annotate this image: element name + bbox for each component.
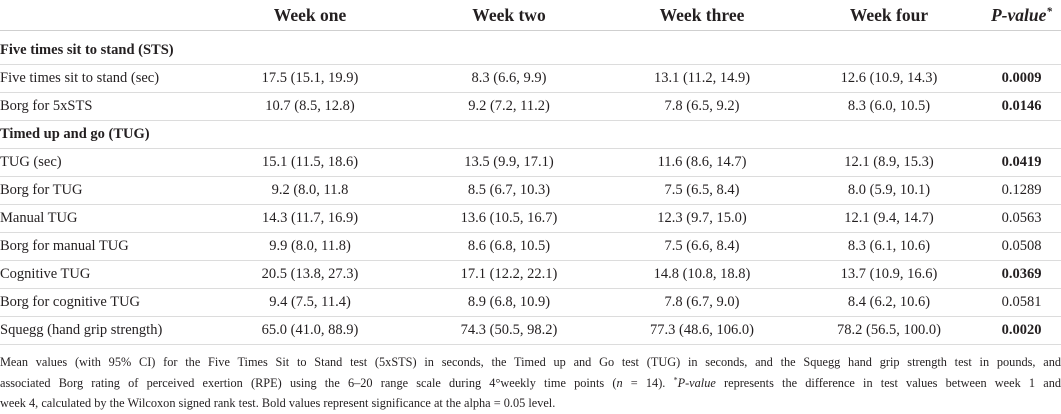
- week-four-value: 12.6 (10.9, 14.3): [796, 64, 982, 93]
- footnote-text: = 14).: [622, 375, 674, 390]
- table-row: Squegg (hand grip strength) 65.0 (41.0, …: [0, 316, 1061, 345]
- section-row-sts: Five times sit to stand (STS): [0, 30, 1061, 65]
- header-week-two: Week two: [410, 0, 608, 31]
- p-value-marker: *: [1046, 5, 1053, 18]
- row-label: Cognitive TUG: [0, 260, 210, 289]
- week-three-value: 7.5 (6.6, 8.4): [608, 232, 796, 261]
- footnote-marker: *: [673, 375, 678, 385]
- table-footnote: Mean values (with 95% CI) for the Five T…: [0, 352, 1061, 414]
- footnote-line: Mean values (with 95% CI) for the Five T…: [0, 352, 1061, 373]
- header-row: Week one Week two Week three Week four P…: [0, 0, 1061, 31]
- week-four-value: 78.2 (56.5, 100.0): [796, 316, 982, 345]
- week-three-value: 11.6 (8.6, 14.7): [608, 148, 796, 177]
- week-four-value: 8.3 (6.0, 10.5): [796, 92, 982, 121]
- row-label: Borg for cognitive TUG: [0, 288, 210, 317]
- week-two-value: 9.2 (7.2, 11.2): [410, 92, 608, 121]
- footnote-n-symbol: n: [616, 375, 623, 390]
- section-title: Timed up and go (TUG): [0, 120, 1061, 149]
- table-row: Manual TUG 14.3 (11.7, 16.9) 13.6 (10.5,…: [0, 204, 1061, 233]
- week-three-value: 13.1 (11.2, 14.9): [608, 64, 796, 93]
- row-label: Borg for 5xSTS: [0, 92, 210, 121]
- footnote-line: associated Borg rating of perceived exer…: [0, 373, 1061, 394]
- header-week-one: Week one: [210, 0, 410, 31]
- week-two-value: 74.3 (50.5, 98.2): [410, 316, 608, 345]
- header-week-three: Week three: [608, 0, 796, 31]
- week-one-value: 20.5 (13.8, 27.3): [210, 260, 410, 289]
- row-label: Five times sit to stand (sec): [0, 64, 210, 93]
- header-week-four: Week four: [796, 0, 982, 31]
- p-value: 0.0020: [982, 316, 1061, 345]
- week-three-value: 7.8 (6.5, 9.2): [608, 92, 796, 121]
- footnote-text: Mean values (with 95% CI) for the Five T…: [0, 355, 1061, 369]
- week-one-value: 9.4 (7.5, 11.4): [210, 288, 410, 317]
- table-row: Borg for TUG 9.2 (8.0, 11.8 8.5 (6.7, 10…: [0, 176, 1061, 205]
- week-three-value: 7.8 (6.7, 9.0): [608, 288, 796, 317]
- section-row-tug: Timed up and go (TUG): [0, 120, 1061, 149]
- table-row: Borg for cognitive TUG 9.4 (7.5, 11.4) 8…: [0, 288, 1061, 317]
- table-row: Cognitive TUG 20.5 (13.8, 27.3) 17.1 (12…: [0, 260, 1061, 289]
- header-empty-cell: [0, 0, 210, 31]
- p-value: 0.0419: [982, 148, 1061, 177]
- table-row: Borg for manual TUG 9.9 (8.0, 11.8) 8.6 …: [0, 232, 1061, 261]
- results-table: Week one Week two Week three Week four P…: [0, 0, 1061, 345]
- table-row: Borg for 5xSTS 10.7 (8.5, 12.8) 9.2 (7.2…: [0, 92, 1061, 121]
- week-one-value: 9.2 (8.0, 11.8: [210, 176, 410, 205]
- week-two-value: 13.5 (9.9, 17.1): [410, 148, 608, 177]
- p-value: 0.0146: [982, 92, 1061, 121]
- table-row: Five times sit to stand (sec) 17.5 (15.1…: [0, 64, 1061, 93]
- week-four-value: 12.1 (9.4, 14.7): [796, 204, 982, 233]
- week-two-value: 13.6 (10.5, 16.7): [410, 204, 608, 233]
- week-four-value: 8.3 (6.1, 10.6): [796, 232, 982, 261]
- week-four-value: 8.4 (6.2, 10.6): [796, 288, 982, 317]
- footnote-line: week 4, calculated by the Wilcoxon signe…: [0, 393, 1061, 414]
- week-two-value: 8.5 (6.7, 10.3): [410, 176, 608, 205]
- week-four-value: 12.1 (8.9, 15.3): [796, 148, 982, 177]
- footnote-text: represents the difference in test values…: [715, 375, 1061, 390]
- footnote-text: week 4, calculated by the Wilcoxon signe…: [0, 396, 556, 410]
- p-value: 0.0369: [982, 260, 1061, 289]
- week-one-value: 9.9 (8.0, 11.8): [210, 232, 410, 261]
- footnote-p-value-term: P-value: [677, 375, 716, 390]
- week-one-value: 17.5 (15.1, 19.9): [210, 64, 410, 93]
- week-two-value: 8.3 (6.6, 9.9): [410, 64, 608, 93]
- row-label: Borg for TUG: [0, 176, 210, 205]
- p-value: 0.1289: [982, 176, 1061, 205]
- row-label: Manual TUG: [0, 204, 210, 233]
- row-label: Borg for manual TUG: [0, 232, 210, 261]
- p-value-label: P-value: [990, 4, 1047, 25]
- p-value: 0.0009: [982, 64, 1061, 93]
- week-one-value: 10.7 (8.5, 12.8): [210, 92, 410, 121]
- week-one-value: 65.0 (41.0, 88.9): [210, 316, 410, 345]
- week-three-value: 7.5 (6.5, 8.4): [608, 176, 796, 205]
- week-two-value: 8.6 (6.8, 10.5): [410, 232, 608, 261]
- header-p-value: P-value*: [982, 0, 1061, 31]
- row-label: TUG (sec): [0, 148, 210, 177]
- week-three-value: 12.3 (9.7, 15.0): [608, 204, 796, 233]
- table-row: TUG (sec) 15.1 (11.5, 18.6) 13.5 (9.9, 1…: [0, 148, 1061, 177]
- week-two-value: 8.9 (6.8, 10.9): [410, 288, 608, 317]
- week-four-value: 13.7 (10.9, 16.6): [796, 260, 982, 289]
- week-four-value: 8.0 (5.9, 10.1): [796, 176, 982, 205]
- p-value: 0.0581: [982, 288, 1061, 317]
- week-one-value: 15.1 (11.5, 18.6): [210, 148, 410, 177]
- row-label: Squegg (hand grip strength): [0, 316, 210, 345]
- section-title: Five times sit to stand (STS): [0, 30, 1061, 65]
- footnote-text: associated Borg rating of perceived exer…: [0, 375, 617, 390]
- week-three-value: 14.8 (10.8, 18.8): [608, 260, 796, 289]
- week-one-value: 14.3 (11.7, 16.9): [210, 204, 410, 233]
- p-value: 0.0563: [982, 204, 1061, 233]
- week-two-value: 17.1 (12.2, 22.1): [410, 260, 608, 289]
- p-value: 0.0508: [982, 232, 1061, 261]
- week-three-value: 77.3 (48.6, 106.0): [608, 316, 796, 345]
